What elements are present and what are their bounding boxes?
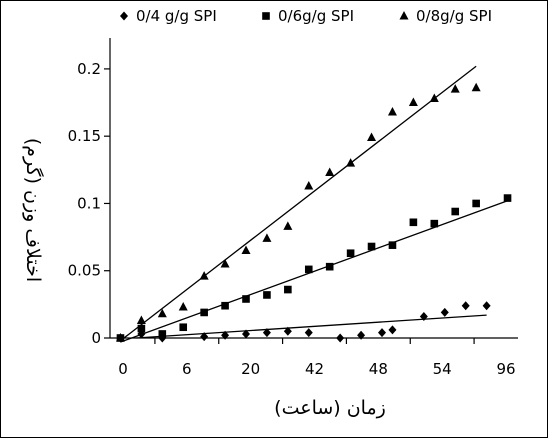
data-point-series-1 bbox=[200, 332, 209, 342]
data-point-series-1 bbox=[388, 325, 397, 335]
x-tick-label: 42 bbox=[305, 360, 324, 378]
data-point-series-2 bbox=[179, 323, 188, 332]
data-point-series-1 bbox=[378, 328, 386, 338]
trend-line-3 bbox=[120, 65, 477, 342]
data-points bbox=[115, 82, 512, 343]
data-point-series-3 bbox=[178, 302, 188, 311]
data-point-series-2 bbox=[158, 330, 167, 338]
trend-lines bbox=[120, 65, 508, 343]
data-point-series-2 bbox=[304, 265, 313, 274]
data-point-series-2 bbox=[503, 194, 512, 202]
data-point-series-1 bbox=[419, 311, 428, 321]
data-point-series-2 bbox=[284, 285, 292, 294]
x-axis-title: زمان (ساعت) bbox=[274, 397, 386, 419]
data-point-series-3 bbox=[241, 245, 251, 255]
axes: 0 0.05 0.1 0.15 0.2 0 6 20 42 48 54 96 bbox=[68, 38, 518, 378]
data-point-series-1 bbox=[262, 328, 271, 338]
trend-line-2 bbox=[120, 200, 508, 343]
x-tick-label: 96 bbox=[496, 360, 515, 378]
data-point-series-3 bbox=[199, 271, 209, 280]
legend-marker bbox=[120, 11, 128, 21]
data-point-series-1 bbox=[482, 301, 491, 311]
legend-marker bbox=[262, 12, 270, 20]
data-point-series-3 bbox=[157, 308, 167, 318]
data-point-series-1 bbox=[336, 333, 345, 343]
x-tick-label: 6 bbox=[182, 360, 192, 378]
data-point-series-3 bbox=[450, 84, 460, 93]
y-tick-label: 0.05 bbox=[68, 262, 101, 280]
data-point-series-2 bbox=[367, 242, 376, 251]
data-point-series-2 bbox=[472, 199, 480, 208]
data-point-series-2 bbox=[263, 291, 271, 299]
data-point-series-2 bbox=[137, 324, 146, 333]
data-point-series-3 bbox=[387, 106, 397, 116]
data-point-series-3 bbox=[304, 180, 314, 190]
data-point-series-3 bbox=[283, 221, 293, 230]
y-tick-label: 0.15 bbox=[68, 127, 101, 145]
data-point-series-3 bbox=[346, 158, 356, 167]
legend-label: 0/6g/g SPI bbox=[278, 7, 354, 25]
y-tick-label: 0.2 bbox=[77, 60, 101, 78]
trend-line-1 bbox=[136, 314, 487, 339]
data-point-series-3 bbox=[115, 333, 125, 342]
y-tick-label: 0.1 bbox=[77, 194, 101, 212]
data-point-series-3 bbox=[136, 315, 146, 325]
data-point-series-3 bbox=[325, 167, 335, 177]
x-tick-label: 48 bbox=[369, 360, 388, 378]
data-point-series-2 bbox=[200, 308, 208, 317]
data-point-series-1 bbox=[283, 326, 292, 336]
data-point-series-3 bbox=[262, 233, 272, 242]
y-tick-label: 0 bbox=[91, 329, 101, 347]
data-point-series-2 bbox=[388, 241, 397, 249]
data-point-series-1 bbox=[221, 330, 230, 340]
data-point-series-1 bbox=[461, 301, 470, 311]
legend: 0/4 g/g SPI 0/6g/g SPI 0/8g/g SPI bbox=[120, 7, 492, 25]
data-point-series-2 bbox=[221, 301, 229, 310]
data-point-series-1 bbox=[242, 329, 250, 339]
data-point-series-2 bbox=[346, 249, 355, 258]
data-point-series-3 bbox=[471, 82, 481, 92]
data-point-series-1 bbox=[304, 328, 313, 338]
data-point-series-3 bbox=[429, 93, 439, 103]
legend-marker bbox=[399, 11, 409, 20]
y-axis-title: اختلاف وزن (گرم) bbox=[22, 138, 45, 282]
data-point-series-3 bbox=[220, 259, 230, 268]
legend-label: 0/4 g/g SPI bbox=[136, 7, 217, 25]
data-point-series-1 bbox=[357, 330, 366, 340]
x-tick-label: 20 bbox=[241, 360, 260, 378]
x-tick-label: 0 bbox=[118, 360, 128, 378]
data-point-series-3 bbox=[367, 132, 377, 142]
data-point-series-3 bbox=[408, 97, 418, 107]
data-point-series-2 bbox=[242, 295, 250, 303]
data-point-series-2 bbox=[451, 207, 460, 216]
x-tick-label: 54 bbox=[433, 360, 452, 378]
data-point-series-2 bbox=[325, 262, 334, 271]
data-point-series-1 bbox=[440, 307, 449, 317]
data-point-series-2 bbox=[409, 218, 418, 227]
data-point-series-2 bbox=[430, 219, 439, 228]
legend-label: 0/8g/g SPI bbox=[416, 7, 492, 25]
